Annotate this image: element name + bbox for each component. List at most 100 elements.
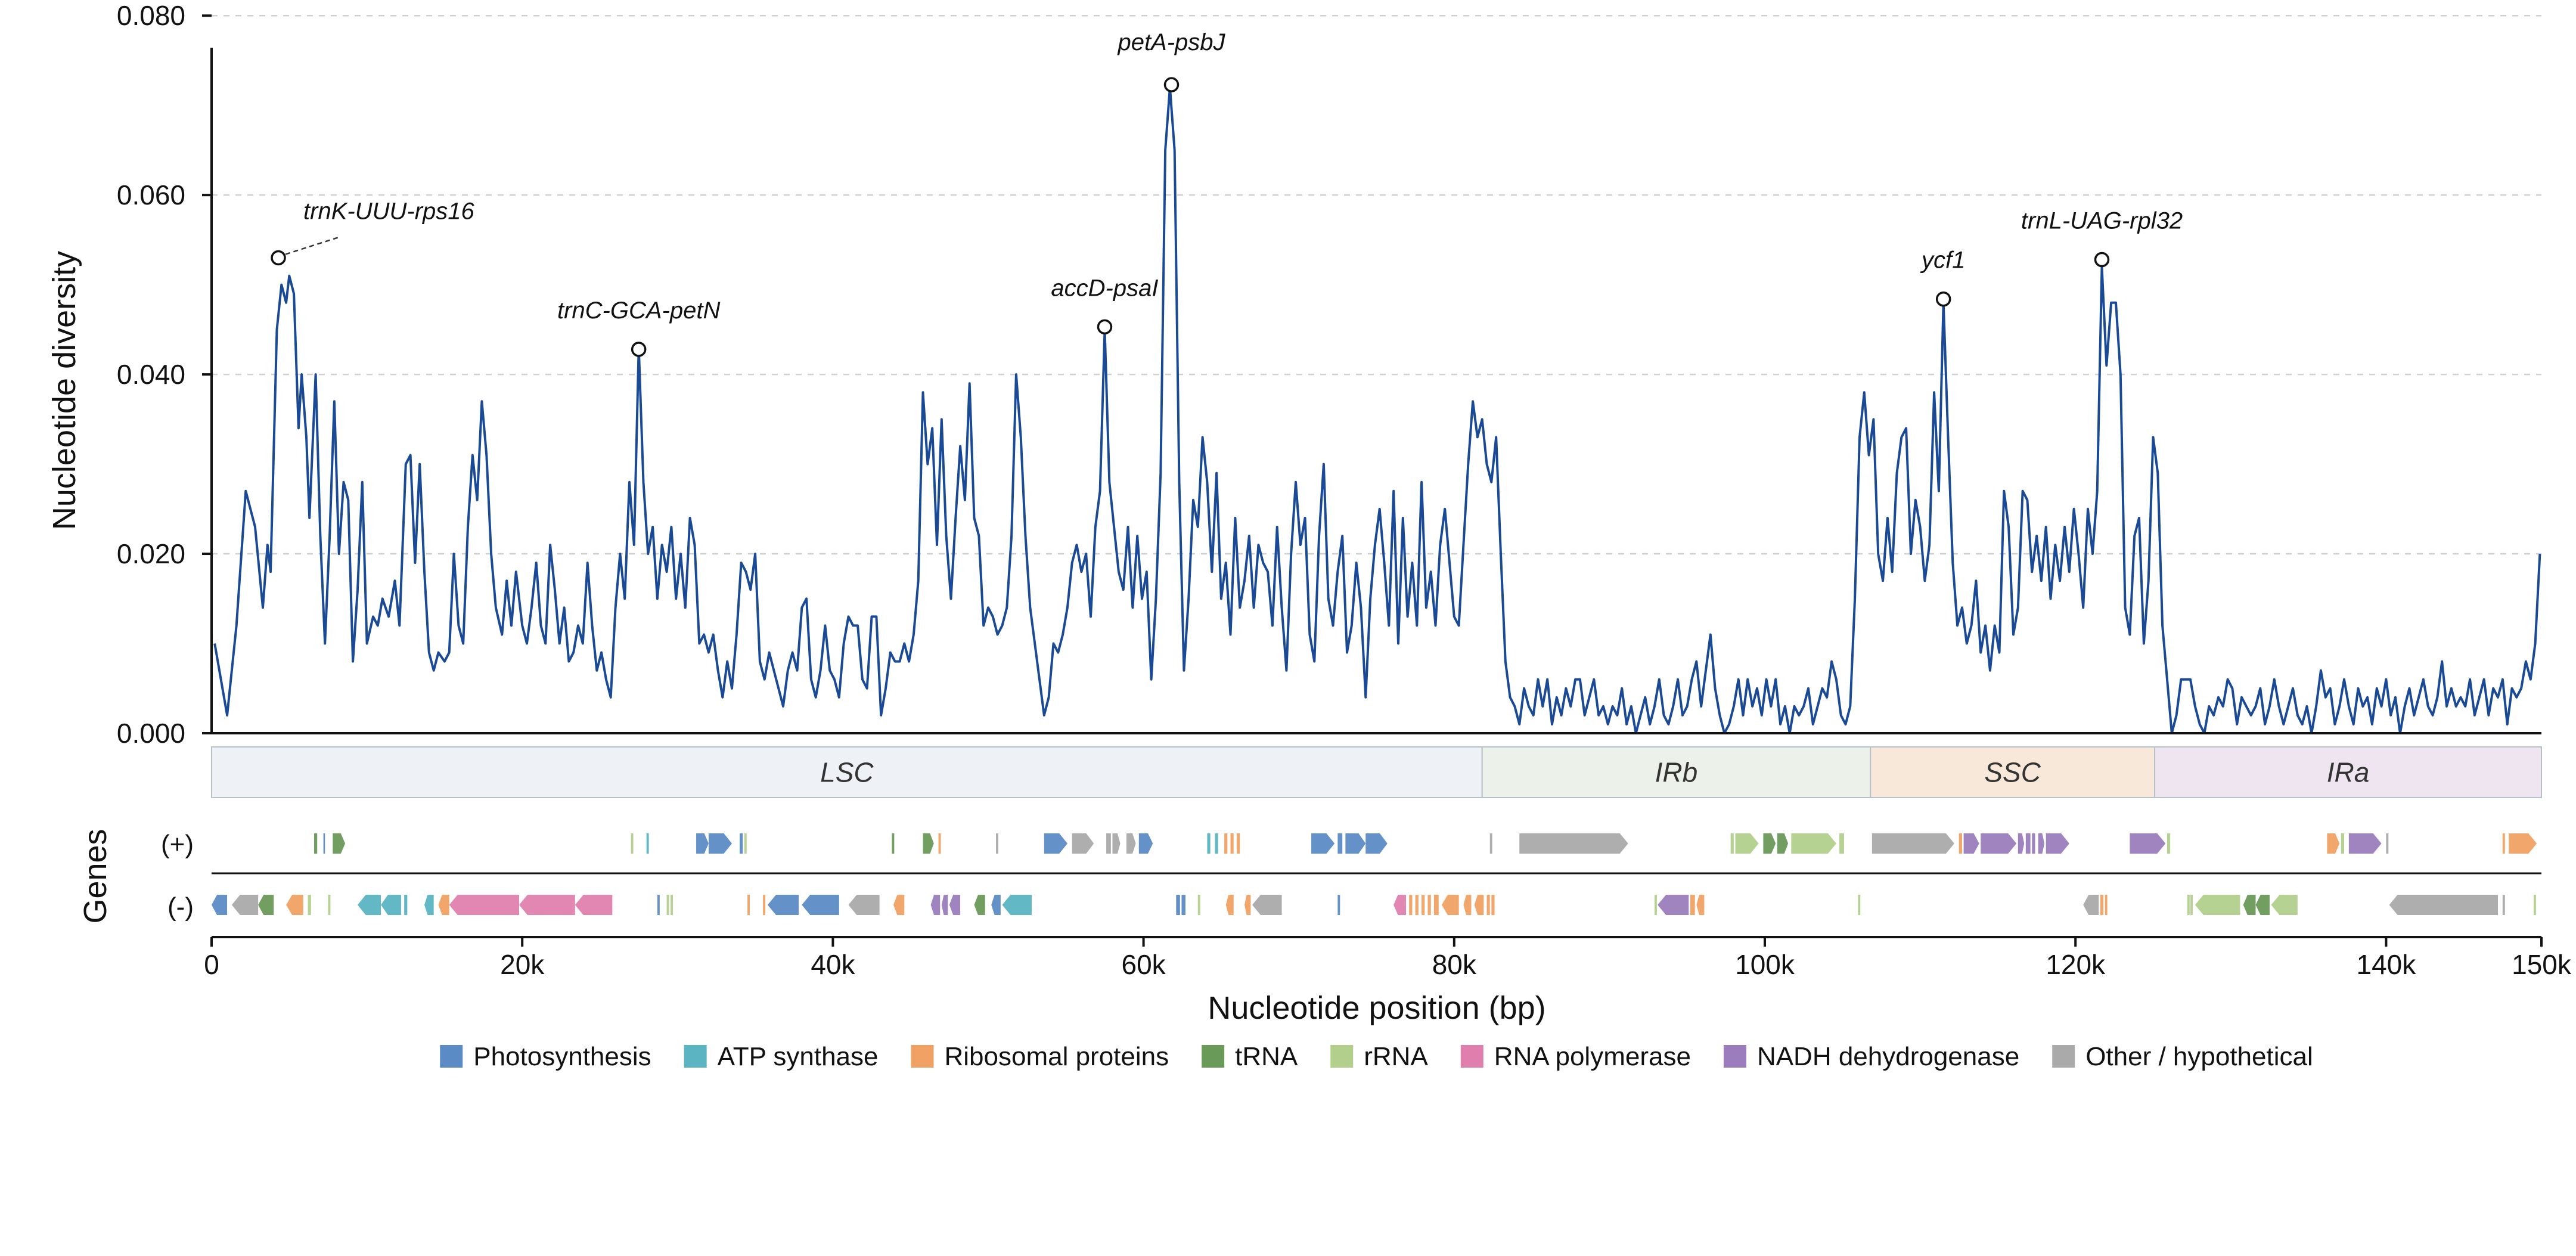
x-tick-label: 100k: [1735, 949, 1795, 980]
legend-swatch: [1330, 1045, 1354, 1068]
gene-arrow: [930, 895, 941, 915]
axes: [210, 48, 2541, 938]
gene-arrow: [2100, 895, 2104, 915]
legend-swatch: [440, 1045, 463, 1068]
gene-arrow: [1839, 833, 1844, 854]
gene-arrow: [2386, 833, 2389, 854]
gene-arrow: [357, 895, 381, 915]
gene-arrow: [2032, 833, 2035, 854]
x-axis-title: Nucleotide position (bp): [1208, 990, 1545, 1026]
gene-arrow: [2018, 833, 2025, 854]
y-axis-ticks: 0.000 0.020 0.040 0.060 0.080: [117, 0, 212, 749]
gene-arrow: [991, 895, 1001, 915]
y-tick-label: 0.080: [117, 0, 185, 31]
peak-marker: [2094, 252, 2110, 268]
gene-arrow: [657, 895, 660, 915]
gene-arrow: [2046, 833, 2069, 854]
gene-arrow: [258, 895, 274, 915]
x-tick-label: 20k: [500, 949, 545, 980]
legend-label: RNA polymerase: [1494, 1042, 1691, 1071]
gene-arrow: [1491, 895, 1495, 915]
gene-arrow: [1519, 833, 1628, 854]
gene-arrow: [1422, 895, 1425, 915]
gene-arrow: [2083, 895, 2099, 915]
gene-arrow: [323, 833, 325, 854]
legend-label: ATP synthase: [718, 1042, 879, 1071]
x-tick-label: 60k: [1122, 949, 1166, 980]
gene-arrow: [848, 895, 880, 915]
diversity-line-layer: [213, 86, 2541, 734]
gene-arrow: [892, 833, 895, 854]
gene-arrow: [1311, 833, 1335, 854]
x-tick-label: 40k: [811, 949, 855, 980]
legend-label: Photosynthesis: [473, 1042, 651, 1071]
gene-arrow: [381, 895, 401, 915]
gene-arrow: [2187, 895, 2190, 915]
gene-arrow: [1763, 833, 1776, 854]
legend-label: Ribosomal proteins: [944, 1042, 1169, 1071]
gene-arrow: [2130, 833, 2166, 854]
gene-arrow: [1337, 895, 1340, 915]
gene-arrow: [696, 833, 709, 854]
gridlines: [212, 14, 2541, 555]
legend: Photosynthesis ATP synthase Ribosomal prot…: [440, 1042, 2313, 1071]
gene-arrow: [1126, 833, 1136, 854]
gene-arrow: [2509, 833, 2537, 854]
gene-arrow: [1658, 895, 1689, 915]
peak-label: trnK-UUU-rps16: [303, 199, 474, 225]
legend-label: rRNA: [1364, 1042, 1428, 1071]
x-tick-label: 140k: [2357, 949, 2417, 980]
gene-arrow: [747, 895, 750, 915]
region-box: [1870, 746, 2156, 798]
gene-arrow: [631, 833, 634, 854]
gene-arrow: [1427, 895, 1431, 915]
gene-arrow: [438, 895, 449, 915]
gene-arrow: [1393, 895, 1407, 915]
legend-swatch: [684, 1045, 707, 1068]
gene-arrow: [1138, 833, 1153, 854]
gene-arrow: [2038, 833, 2045, 854]
gene-arrow: [923, 833, 934, 854]
genes-axis-title: Genes: [77, 829, 113, 923]
gene-arrow: [1963, 833, 1979, 854]
gene-arrow: [708, 833, 733, 854]
gene-arrow: [1690, 895, 1695, 915]
gene-arrow: [763, 895, 766, 915]
x-tick-label: 120k: [2046, 949, 2106, 980]
genome-region-bar: LSC IRb SSC IRa: [211, 746, 2542, 798]
gene-arrow: [2243, 895, 2256, 915]
gene-arrow: [1244, 895, 1251, 915]
strand-label-minus: (-): [167, 892, 194, 922]
gene-arrow: [802, 895, 839, 915]
y-tick-label: 0.060: [117, 179, 185, 210]
gene-arrow: [575, 895, 613, 915]
gene-arrow: [1112, 833, 1121, 854]
gene-arrow: [740, 833, 743, 854]
gene-arrow: [2271, 895, 2298, 915]
gene-arrow: [646, 833, 649, 854]
gene-arrow: [2025, 833, 2031, 854]
region-label: IRa: [2327, 757, 2370, 788]
gene-arrow: [2255, 895, 2270, 915]
gene-arrow: [1791, 833, 1836, 854]
gene-arrow: [1230, 833, 1234, 854]
gene-arrow: [1224, 833, 1228, 854]
diversity-line: [213, 86, 2541, 734]
gene-arrow: [1197, 895, 1200, 915]
region-label: SSC: [1984, 757, 2041, 788]
gene-arrow: [1415, 895, 1419, 915]
gene-arrow: [767, 895, 799, 915]
gene-arrow: [286, 895, 303, 915]
gene-arrow: [1981, 833, 2017, 854]
gene-arrow: [2195, 895, 2240, 915]
gene-arrow: [893, 895, 905, 915]
gene-arrow: [1441, 895, 1459, 915]
gene-track: [212, 833, 2541, 915]
y-tick-label: 0.020: [117, 538, 185, 569]
peak-marker: [1163, 77, 1180, 92]
gene-arrow: [1858, 895, 1861, 915]
gene-arrow: [2190, 895, 2193, 915]
strand-label-plus: (+): [161, 830, 194, 859]
